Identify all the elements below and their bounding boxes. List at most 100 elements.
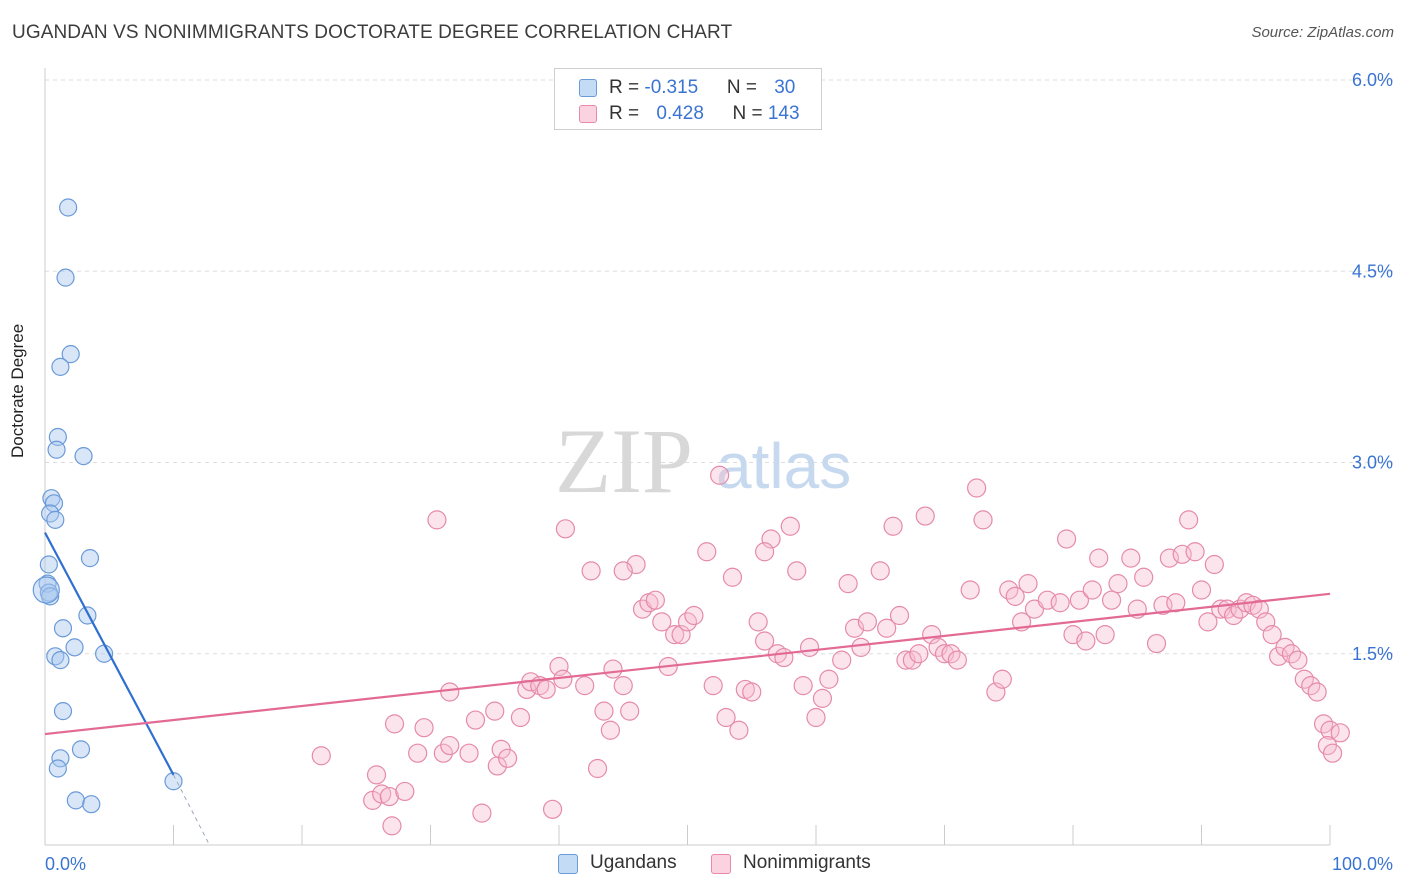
nonimmigrants-point	[1185, 542, 1205, 562]
nonimmigrants-point	[703, 676, 723, 696]
y-axis-label: Doctorate Degree	[8, 323, 27, 458]
nonimmigrants-point	[960, 580, 980, 600]
ugandans-points	[32, 198, 183, 814]
legend-swatch-nonimmigrants	[579, 105, 597, 123]
nonimmigrants-point	[384, 714, 405, 734]
nonimmigrants-point	[645, 590, 665, 610]
nonimmigrants-point	[620, 701, 640, 721]
nonimmigrants-point	[1307, 682, 1327, 702]
nonimmigrants-point	[857, 612, 878, 632]
nonimmigrants-point	[408, 743, 428, 763]
x-tick-label: 100.0%	[1332, 854, 1393, 874]
nonimmigrants-point	[665, 625, 685, 645]
ugandans-point	[82, 795, 101, 814]
ugandans-point	[51, 651, 70, 670]
nonimmigrants-point	[812, 688, 833, 708]
nonimmigrants-point	[742, 682, 762, 702]
nonimmigrants-point	[787, 561, 807, 581]
nonimmigrants-point	[1204, 554, 1224, 575]
nonimmigrants-point	[472, 803, 492, 823]
ugandans-point	[32, 576, 60, 604]
ugandans-trend-line	[44, 532, 175, 776]
legend-r-value: 0.428	[656, 103, 704, 124]
nonimmigrants-point	[754, 542, 775, 562]
nonimmigrants-point	[594, 701, 614, 721]
nonimmigrants-point	[1330, 723, 1350, 743]
watermark-atlas: atlas	[716, 430, 851, 502]
y-tick-label: 1.5%	[1352, 644, 1393, 664]
nonimmigrants-point	[915, 506, 935, 526]
nonimmigrants-point	[382, 816, 402, 836]
nonimmigrants-point	[1146, 633, 1167, 654]
nonimmigrants-point	[973, 510, 993, 530]
ugandans-point	[47, 440, 66, 459]
nonimmigrants-point	[414, 718, 434, 738]
nonimmigrants-point	[613, 676, 633, 696]
ugandans-point	[48, 759, 67, 778]
source-label: Source: ZipAtlas.com	[1251, 24, 1394, 41]
nonimmigrants-point	[870, 561, 890, 581]
legend-r-value: -0.315	[644, 77, 699, 98]
nonimmigrants-points	[311, 465, 1350, 836]
nonimmigrants-point	[1082, 580, 1102, 600]
bottom-label-ugandans: Ugandans	[590, 852, 677, 873]
grid-lines	[45, 79, 1395, 655]
nonimmigrants-point	[603, 659, 623, 679]
watermark-zip: ZIP	[555, 410, 693, 512]
nonimmigrants-point	[774, 647, 794, 668]
legend-n-label: N =	[732, 103, 768, 124]
nonimmigrants-point	[459, 743, 479, 763]
legend-swatch-ugandans	[579, 79, 597, 97]
ugandans-point	[80, 549, 100, 568]
nonimmigrants-point	[819, 669, 839, 689]
nonimmigrants-point	[806, 707, 826, 728]
nonimmigrants-point	[600, 720, 621, 740]
nonimmigrants-point	[1005, 586, 1025, 606]
nonimmigrants-point	[716, 707, 736, 728]
nonimmigrants-point	[1198, 612, 1218, 632]
axes	[44, 68, 1331, 846]
nonimmigrants-point	[587, 758, 608, 779]
legend-r-label: R =	[609, 103, 645, 124]
nonimmigrants-point	[947, 650, 967, 670]
nonimmigrants-point	[465, 710, 486, 730]
nonimmigrants-point	[832, 650, 852, 670]
y-tick-label: 4.5%	[1352, 261, 1393, 281]
nonimmigrants-point	[883, 516, 903, 536]
nonimmigrants-point	[485, 701, 505, 721]
nonimmigrants-point	[1288, 650, 1308, 670]
nonimmigrants-point	[1095, 625, 1115, 645]
nonimmigrants-point	[1108, 574, 1128, 594]
nonimmigrants-point	[1076, 631, 1096, 651]
nonimmigrants-point	[877, 618, 897, 638]
nonimmigrants-point	[1018, 574, 1038, 594]
nonimmigrants-point	[1089, 548, 1109, 568]
nonimmigrants-point	[549, 656, 569, 677]
nonimmigrants-point	[1121, 548, 1141, 568]
watermark: ZIP atlas	[555, 410, 851, 512]
y-tick-label: 3.0%	[1352, 453, 1393, 473]
nonimmigrants-point	[440, 682, 460, 702]
nonimmigrants-point	[427, 510, 447, 530]
nonimmigrants-point	[889, 605, 910, 626]
nonimmigrants-point	[395, 781, 415, 802]
nonimmigrants-point	[838, 574, 858, 594]
nonimmigrants-point	[487, 756, 507, 776]
nonimmigrants-point	[967, 478, 987, 498]
nonimmigrants-point	[1322, 743, 1343, 763]
ugandans-point	[65, 638, 84, 657]
chart-title: UGANDAN VS NONIMMIGRANTS DOCTORATE DEGRE…	[12, 22, 733, 43]
ugandans-trend-extension	[173, 774, 210, 846]
ugandans-point	[53, 702, 73, 721]
nonimmigrants-point	[748, 612, 768, 632]
ugandans-point	[59, 198, 78, 217]
legend-r-label: R =	[609, 77, 645, 98]
nonimmigrants-point	[311, 746, 331, 766]
bottom-label-nonimmigrants: Nonimmigrants	[743, 852, 871, 873]
nonimmigrants-point	[536, 679, 556, 700]
nonimmigrants-point	[1101, 590, 1122, 610]
nonimmigrants-point	[372, 784, 392, 804]
x-tick-label: 0.0%	[45, 854, 86, 874]
legend-n-label: N =	[726, 77, 763, 98]
